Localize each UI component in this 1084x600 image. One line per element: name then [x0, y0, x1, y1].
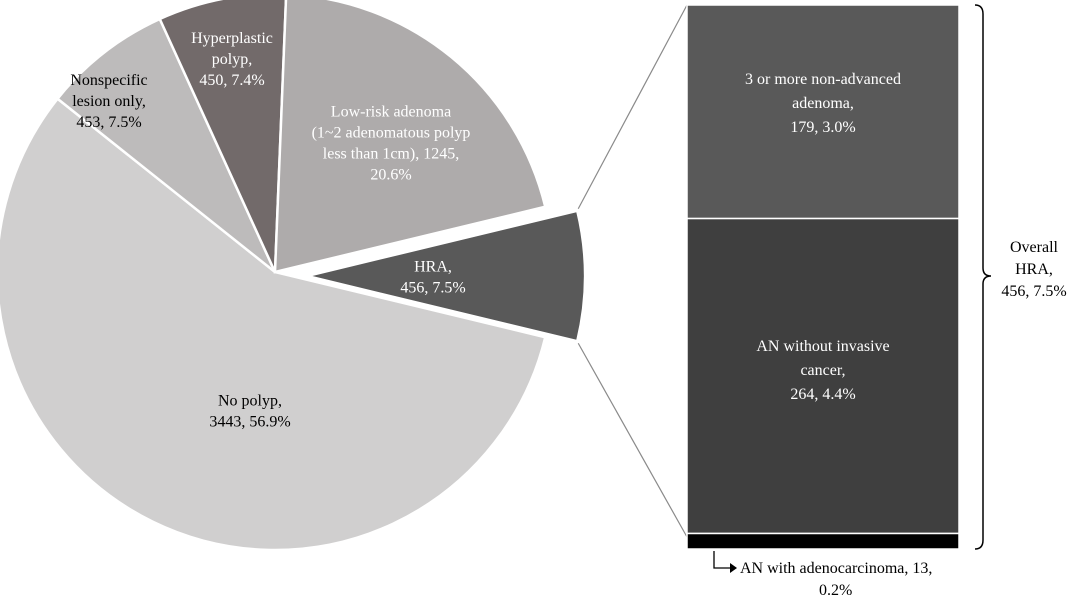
pie-slice-label-line: 20.6%	[370, 167, 411, 184]
callout-arrow	[713, 551, 730, 569]
bar-segment-label-line: AN without invasive	[756, 338, 889, 355]
bracket-label-line: 456, 7.5%	[1001, 283, 1066, 300]
connector-line-bottom	[577, 342, 688, 538]
bar-segment	[686, 4, 960, 220]
bar-segment-label: AN with adenocarcinoma, 13, 0.2%	[740, 560, 932, 599]
bar-segment-label-line: adenoma,	[792, 95, 854, 112]
bar-segment-label-line: 179, 3.0%	[790, 119, 855, 136]
pie-slice-label-line: 3443, 56.9%	[209, 414, 290, 431]
pie-slice-label: Nonspecific lesion only, 453, 7.5%	[70, 72, 147, 131]
pie-slice	[0, 97, 547, 552]
bracket	[974, 4, 992, 550]
bracket-label-line: Overall	[1010, 239, 1059, 256]
pie-slice-label-line: Nonspecific	[70, 72, 147, 89]
pie-slice-label-line: 456, 7.5%	[400, 280, 465, 297]
pie-slice-label-line: Low-risk adenoma	[331, 104, 451, 121]
bar-segment	[686, 217, 960, 535]
pie-slice	[273, 0, 547, 274]
pie-slice-label: Low-risk adenoma (1~2 adenomatous polyp le…	[312, 104, 471, 184]
pie-slice	[55, 17, 277, 273]
pie-slice-label-line: Hyperplastic	[191, 30, 273, 47]
pie-slice-label-line: polyp,	[212, 51, 252, 68]
bar-segment-label-line: cancer,	[800, 362, 845, 379]
stacked-bar: 3 or more non-advanced adenoma, 179, 3.0% A…	[686, 4, 960, 599]
pie-slice-label-line: No polyp,	[218, 393, 282, 410]
pie-chart: No polyp, 3443, 56.9% Nonspecific lesion on…	[0, 0, 587, 552]
pie-slice-label: No polyp, 3443, 56.9%	[209, 393, 290, 431]
pie-slice-label-line: (1~2 adenomatous polyp	[312, 125, 471, 142]
bar-segment-label: AN without invasive cancer, 264, 4.4%	[756, 338, 889, 403]
bar-segment	[686, 532, 960, 550]
bracket-label-line: HRA,	[1015, 261, 1053, 278]
pie-slice-label: HRA, 456, 7.5%	[400, 259, 465, 297]
pie-slice-label-line: less than 1cm), 1245,	[323, 146, 459, 163]
overall-hra-bracket: Overall HRA, 456, 7.5%	[974, 4, 1067, 550]
bar-segment-label-line: 0.2%	[819, 582, 852, 599]
pie-slice	[306, 209, 587, 343]
pie-slice	[158, 0, 288, 273]
bar-segment-label: 3 or more non-advanced adenoma, 179, 3.0%	[745, 71, 901, 136]
bracket-label: Overall HRA, 456, 7.5%	[1001, 239, 1066, 300]
pie-slice-label: Hyperplastic polyp, 450, 7.4%	[191, 30, 273, 89]
callout-arrowhead	[730, 563, 737, 573]
bar-segment-label-line: 3 or more non-advanced	[745, 71, 901, 88]
bar-segment-label-line: AN with adenocarcinoma, 13,	[740, 560, 932, 577]
bar-segment-label-line: 264, 4.4%	[790, 386, 855, 403]
pie-slice-label-line: 450, 7.4%	[199, 72, 264, 89]
connector-lines	[577, 4, 688, 538]
pie-slice-label-line: lesion only,	[72, 93, 146, 110]
pie-slice-label-line: HRA,	[414, 259, 452, 276]
connector-line-top	[577, 4, 688, 210]
pie-slice-label-line: 453, 7.5%	[76, 114, 141, 131]
